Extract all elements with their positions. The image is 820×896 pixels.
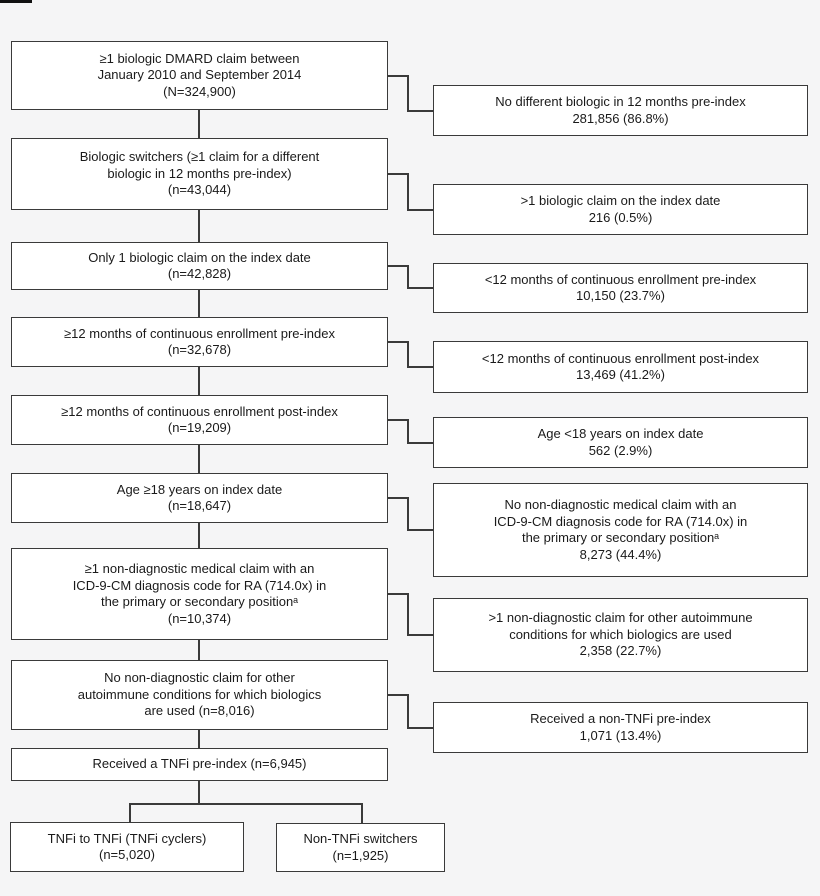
flow-box-excl-no-ra-diagnosis: No non-diagnostic medical claim with an … [433,483,808,577]
flow-box-excl-non-tnfi-pre-index: Received a non-TNFi pre-index 1,071 (13.… [433,702,808,753]
connector-down-6 [198,639,200,661]
connector-exclusion-h2-3 [407,366,434,368]
flow-box-received-tnfi-pre-index: Received a TNFi pre-index (n=6,945) [11,748,388,781]
flow-box-non-tnfi-switchers: Non-TNFi switchers (n=1,925) [276,823,445,872]
connector-exclusion-h1-5 [387,497,409,499]
flow-box-excl-no-different-biologic: No different biologic in 12 months pre-i… [433,85,808,136]
connector-exclusion-v-6 [407,593,409,636]
connector-exclusion-v-1 [407,173,409,211]
flow-box-excl-enrollment-post-index: <12 months of continuous enrollment post… [433,341,808,393]
flow-box-ra-diagnosis-claim: ≥1 non-diagnostic medical claim with an … [11,548,388,640]
flow-box-enrollment-pre-index: ≥12 months of continuous enrollment pre-… [11,317,388,367]
connector-split-left-leg [129,803,131,823]
flow-box-excl-other-autoimmune: >1 non-diagnostic claim for other autoim… [433,598,808,672]
connector-exclusion-h1-4 [387,419,409,421]
flow-box-age-ge-18: Age ≥18 years on index date (n=18,647) [11,473,388,523]
flow-box-tnfi-cyclers: TNFi to TNFi (TNFi cyclers) (n=5,020) [10,822,244,872]
flow-box-excl-enrollment-pre-index: <12 months of continuous enrollment pre-… [433,263,808,313]
connector-exclusion-v-0 [407,74,409,112]
flow-box-only-1-claim-index-date: Only 1 biologic claim on the index date … [11,242,388,290]
connector-down-3 [198,366,200,396]
connector-exclusion-h1-7 [387,694,409,696]
flow-box-dmard-claim: ≥1 biologic DMARD claim between January … [11,41,388,110]
flow-box-biologic-switchers: Biologic switchers (≥1 claim for a diffe… [11,138,388,210]
connector-exclusion-h2-2 [407,287,434,289]
connector-exclusion-h1-1 [387,173,409,175]
connector-exclusion-h2-1 [407,208,434,211]
connector-split-right-leg [361,803,363,824]
connector-exclusion-h2-7 [407,726,434,729]
connector-down-1 [198,209,200,243]
flow-box-excl-age-lt-18: Age <18 years on index date 562 (2.9%) [433,417,808,468]
connector-exclusion-h1-2 [387,265,409,267]
flow-box-enrollment-post-index: ≥12 months of continuous enrollment post… [11,395,388,445]
connector-split-stem [198,780,200,805]
connector-down-0 [198,109,200,139]
connector-exclusion-v-3 [407,341,409,368]
connector-exclusion-v-4 [407,419,409,444]
flow-box-no-other-autoimmune: No non-diagnostic claim for other autoim… [11,660,388,730]
connector-exclusion-h2-6 [407,634,434,636]
scan-artifact-mark [0,0,32,3]
connector-exclusion-h2-4 [407,441,434,444]
connector-down-5 [198,522,200,549]
connector-exclusion-v-2 [407,265,409,289]
connector-exclusion-v-5 [407,497,409,531]
connector-exclusion-h2-5 [407,529,434,531]
connector-down-2 [198,289,200,318]
connector-split-bar [129,803,363,805]
connector-down-7 [198,729,200,749]
connector-exclusion-h1-0 [387,74,409,77]
connector-exclusion-h1-6 [387,593,409,595]
connector-exclusion-v-7 [407,694,409,729]
connector-exclusion-h1-3 [387,341,409,343]
connector-down-4 [198,444,200,474]
connector-exclusion-h2-0 [407,109,434,112]
flow-box-excl-gt1-claim-index-date: >1 biologic claim on the index date 216 … [433,184,808,235]
